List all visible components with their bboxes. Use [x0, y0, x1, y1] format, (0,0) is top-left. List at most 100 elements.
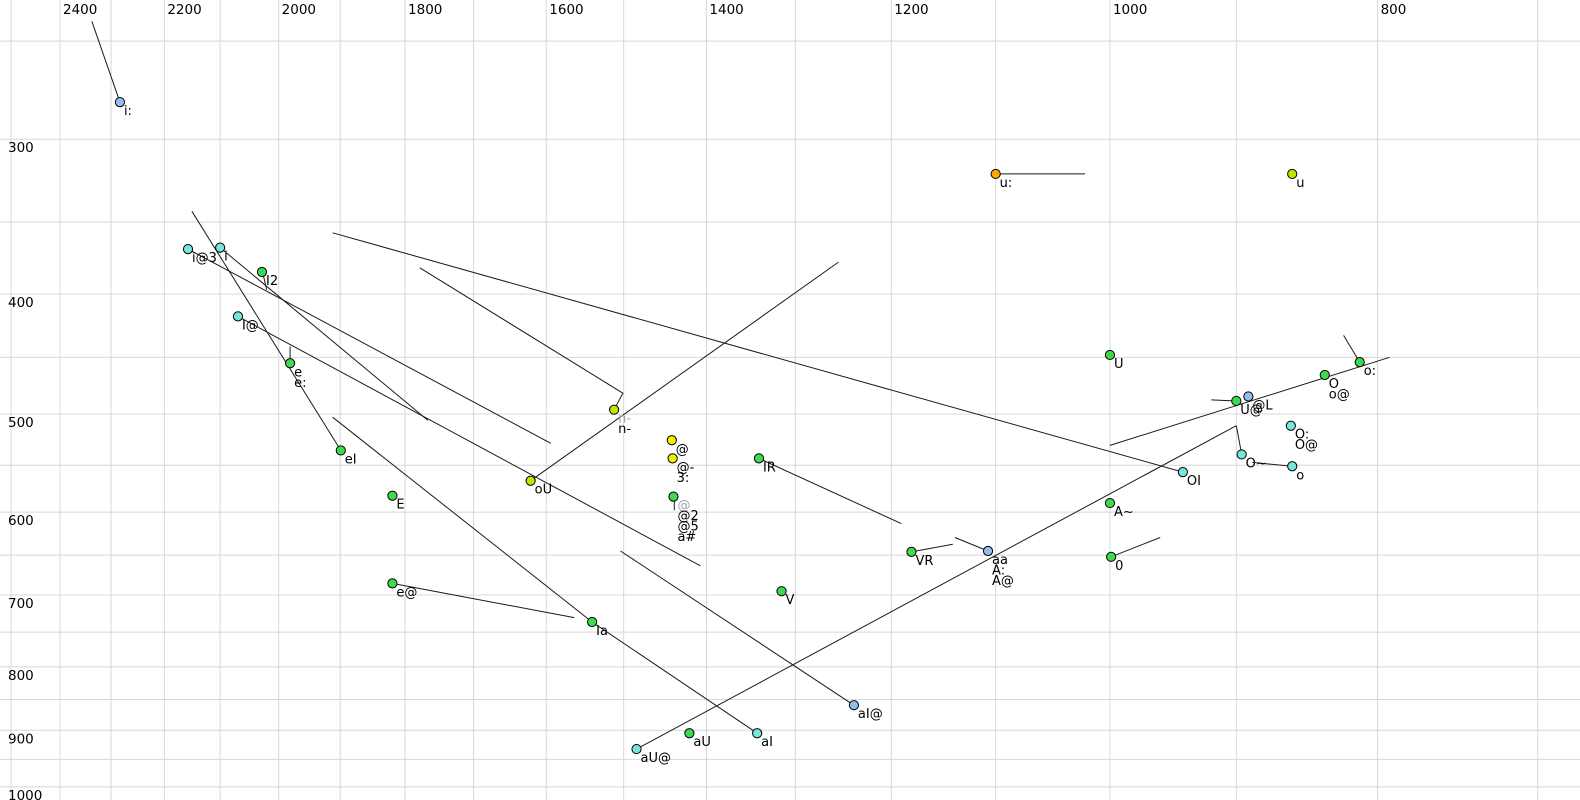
vowel-label-i: i: [224, 250, 228, 265]
vowel-point-VR[interactable]: [906, 546, 917, 557]
vowel-point-A~[interactable]: [1104, 497, 1116, 509]
vowel-label-aa-2: A@: [992, 574, 1014, 589]
vowel-point-I@[interactable]: [232, 311, 244, 322]
y-axis-tick-label-500: 500: [8, 415, 34, 431]
vowel-point-@L[interactable]: [1243, 391, 1254, 402]
vowel-label-aU: aU: [693, 735, 710, 750]
vowel-label-u: u: [1296, 176, 1304, 191]
vowel-label-aI@: aI@: [858, 707, 883, 722]
traj-oU-up: [530, 261, 839, 482]
x-axis-tick-label-1800: 1800: [408, 2, 442, 18]
y-axis-tick-label-700: 700: [8, 596, 34, 612]
vowel-point-@[interactable]: [666, 435, 677, 446]
vowel-label-@2: @: [677, 499, 690, 514]
vowel-point-O~[interactable]: [1236, 449, 1247, 460]
vowel-label-@2-1: @2: [677, 509, 698, 524]
traj-0-out: [1110, 537, 1161, 558]
vowel-point-O-long[interactable]: [1285, 420, 1296, 431]
vowel-label-Ia: Ia: [596, 624, 608, 639]
vowel-point-u[interactable]: [1287, 168, 1298, 180]
vowel-label-aa: aa: [992, 553, 1008, 568]
vowel-label-A~: A~: [1114, 505, 1134, 520]
y-axis-tick-label-900: 900: [8, 731, 34, 747]
vowel-point-aU[interactable]: [684, 728, 695, 739]
vowel-label-oU: oU: [535, 483, 552, 498]
vowel-point-e[interactable]: [285, 358, 296, 369]
vowel-point-o-long[interactable]: [1354, 357, 1365, 368]
vowel-label-i@3: i@3: [192, 251, 217, 266]
vowel-label-I2: I2: [266, 274, 278, 289]
vowel-label-e: e: [294, 365, 302, 380]
vowel-point-e@[interactable]: [387, 578, 398, 589]
vowel-point-n-[interactable]: [609, 404, 620, 415]
vowel-label-aU@: aU@: [641, 751, 671, 766]
vowel-label-@: @: [676, 442, 689, 457]
traj-I2-tick: [262, 274, 268, 291]
vowel-point-i[interactable]: [215, 242, 226, 253]
vowel-point-aU@[interactable]: [631, 743, 642, 755]
traj-O~-to-o: [1252, 461, 1293, 467]
vowel-label-O-1: o@: [1329, 387, 1350, 402]
traj-Ia-to-aI: [591, 621, 758, 734]
x-axis-tick-label-2200: 2200: [167, 2, 201, 18]
vowel-point-o[interactable]: [1287, 461, 1298, 472]
vowel-label-@L: @L: [1252, 399, 1273, 414]
vowel-label-@2-3: a#: [677, 530, 696, 545]
vowel-label-0: 0: [1115, 559, 1123, 574]
vowel-point-aI@[interactable]: [848, 700, 860, 711]
vowel-point-u-long[interactable]: [990, 168, 1001, 180]
vowel-point-IR[interactable]: [753, 453, 765, 464]
vowel-label-aI: aI: [761, 735, 773, 750]
vowel-label-aa-1: A:: [992, 564, 1005, 579]
vowel-point-Ia[interactable]: [587, 616, 598, 628]
x-axis-tick-label-1400: 1400: [709, 2, 743, 18]
vowel-point-E[interactable]: [387, 490, 398, 501]
vowel-label-e@: e@: [396, 585, 417, 600]
vowel-point-I2[interactable]: [256, 266, 268, 278]
vowel-label-I@: I@: [242, 318, 259, 333]
vowel-point-aa[interactable]: [982, 545, 994, 557]
traj-e@-out: [392, 582, 575, 619]
vowel-label-@-: @-: [677, 460, 695, 475]
traj-long-to-OI: [332, 232, 1184, 473]
vowel-label-e-1: e:: [294, 376, 306, 391]
vowel-label-u-long: u:: [1000, 176, 1013, 191]
x-axis-tick-label-800: 800: [1381, 2, 1407, 18]
vowel-point-0[interactable]: [1106, 551, 1117, 562]
vowel-label-n-: n-: [618, 412, 631, 427]
vowel-point-@-[interactable]: [667, 453, 678, 464]
vowel-point-U@[interactable]: [1231, 395, 1242, 407]
traj-aU@-long: [636, 425, 1237, 750]
vowel-label-i-long: i:: [124, 104, 132, 119]
vowel-label-V: V: [786, 593, 795, 608]
vowel-label-eI: eI: [345, 452, 357, 467]
y-axis-tick-label-300: 300: [8, 140, 34, 156]
traj-i-long: [91, 21, 121, 103]
traj-n-: [419, 267, 624, 410]
x-axis-tick-label-1200: 1200: [894, 2, 928, 18]
vowel-point-i-long[interactable]: [114, 96, 126, 108]
vowel-label-o-long: o:: [1364, 364, 1376, 379]
x-axis-tick-label-2000: 2000: [282, 2, 316, 18]
vowel-label-n--1: n-: [618, 422, 631, 437]
vowel-label-O-long-1: O@: [1295, 438, 1318, 453]
vowel-point-@2[interactable]: [668, 491, 679, 502]
vowel-point-oU[interactable]: [525, 475, 536, 486]
x-axis-tick-label-1600: 1600: [549, 2, 583, 18]
traj-I@-out: [237, 315, 701, 567]
traj-into-Ia: [332, 416, 593, 623]
vowel-point-aI[interactable]: [752, 728, 763, 739]
vowel-point-O[interactable]: [1319, 369, 1330, 381]
vowel-label-@--1: 3:: [677, 471, 690, 486]
vowel-point-i@3[interactable]: [182, 244, 194, 255]
vowel-point-OI[interactable]: [1177, 467, 1188, 478]
vowel-label-@2-2: @5: [677, 520, 698, 535]
y-axis-tick-label-1000: 1000: [8, 788, 42, 800]
vowel-point-V[interactable]: [776, 586, 787, 597]
vowel-point-eI[interactable]: [335, 445, 346, 456]
y-axis-tick-label-400: 400: [8, 295, 34, 311]
traj-into-aI@: [620, 550, 855, 706]
vowel-point-U[interactable]: [1104, 349, 1116, 361]
